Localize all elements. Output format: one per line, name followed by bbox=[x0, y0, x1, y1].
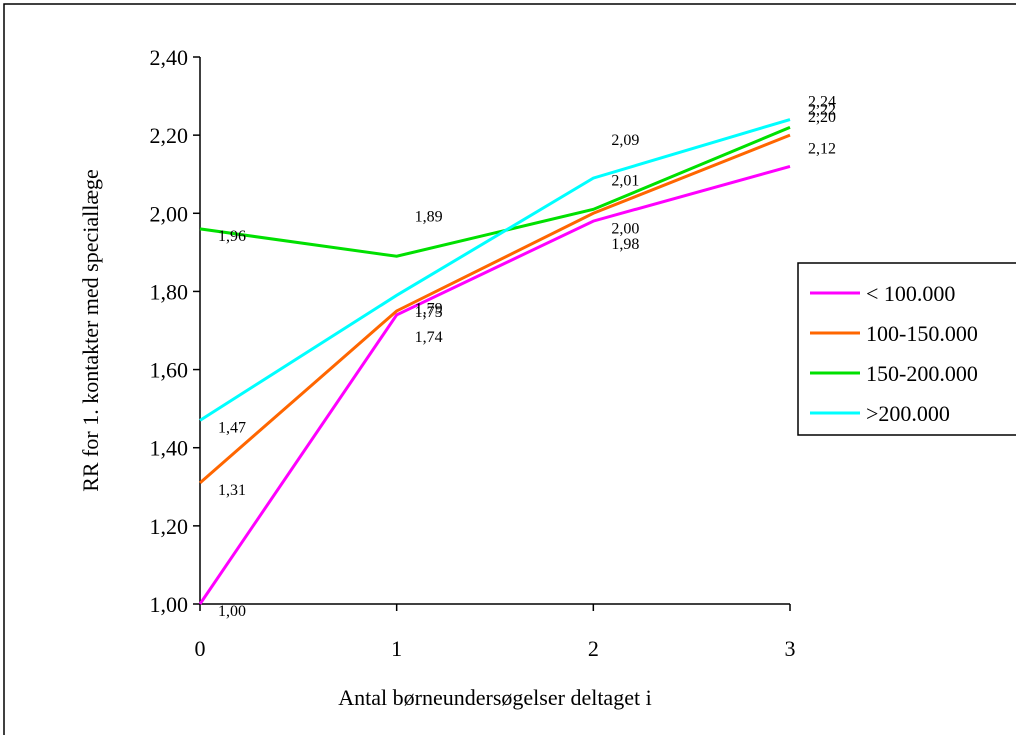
data-label: 2,00 bbox=[611, 220, 639, 237]
y-tick-label: 1,60 bbox=[150, 358, 189, 383]
y-tick-label: 2,00 bbox=[150, 201, 189, 226]
data-label: 2,22 bbox=[808, 101, 836, 118]
x-tick-label: 0 bbox=[195, 636, 206, 661]
y-tick-label: 1,40 bbox=[150, 436, 189, 461]
y-tick-label: 1,80 bbox=[150, 279, 189, 304]
data-label: 1,79 bbox=[415, 300, 443, 317]
legend-label: >200.000 bbox=[866, 401, 950, 426]
data-label: 2,01 bbox=[611, 172, 639, 189]
legend-label: 100-150.000 bbox=[866, 321, 978, 346]
data-label: 1,31 bbox=[218, 482, 246, 499]
data-label: 1,89 bbox=[415, 208, 443, 225]
x-tick-label: 3 bbox=[785, 636, 796, 661]
y-tick-label: 2,20 bbox=[150, 123, 189, 148]
y-tick-label: 2,40 bbox=[150, 45, 189, 70]
data-label: 2,09 bbox=[611, 132, 639, 149]
y-tick-label: 1,20 bbox=[150, 514, 189, 539]
data-label: 2,12 bbox=[808, 140, 836, 157]
data-label: 1,74 bbox=[415, 329, 443, 346]
data-label: 1,00 bbox=[218, 603, 246, 620]
data-label: 1,96 bbox=[218, 228, 246, 245]
data-label: 1,47 bbox=[218, 419, 246, 436]
series-line-3 bbox=[199, 125, 791, 258]
y-tick-label: 1,00 bbox=[150, 592, 189, 617]
data-label: 2,20 bbox=[808, 109, 836, 126]
series-line-4 bbox=[199, 118, 791, 422]
x-axis-title: Antal børneundersøgelser deltaget i bbox=[338, 685, 651, 710]
legend-label: < 100.000 bbox=[866, 281, 955, 306]
series-line-1 bbox=[198, 164, 791, 605]
x-tick-label: 1 bbox=[391, 636, 402, 661]
x-tick-label: 2 bbox=[588, 636, 599, 661]
series-line-2 bbox=[199, 133, 791, 485]
data-label: 1,75 bbox=[415, 304, 443, 321]
data-label: 1,98 bbox=[611, 236, 639, 253]
legend: < 100.000 100-150.000 150-200.000 >200.000 bbox=[797, 262, 1016, 436]
legend-label: 150-200.000 bbox=[866, 361, 978, 386]
y-axis-title: RR for 1. kontakter med speciallæge bbox=[78, 169, 103, 492]
data-label: 2,24 bbox=[808, 94, 836, 111]
